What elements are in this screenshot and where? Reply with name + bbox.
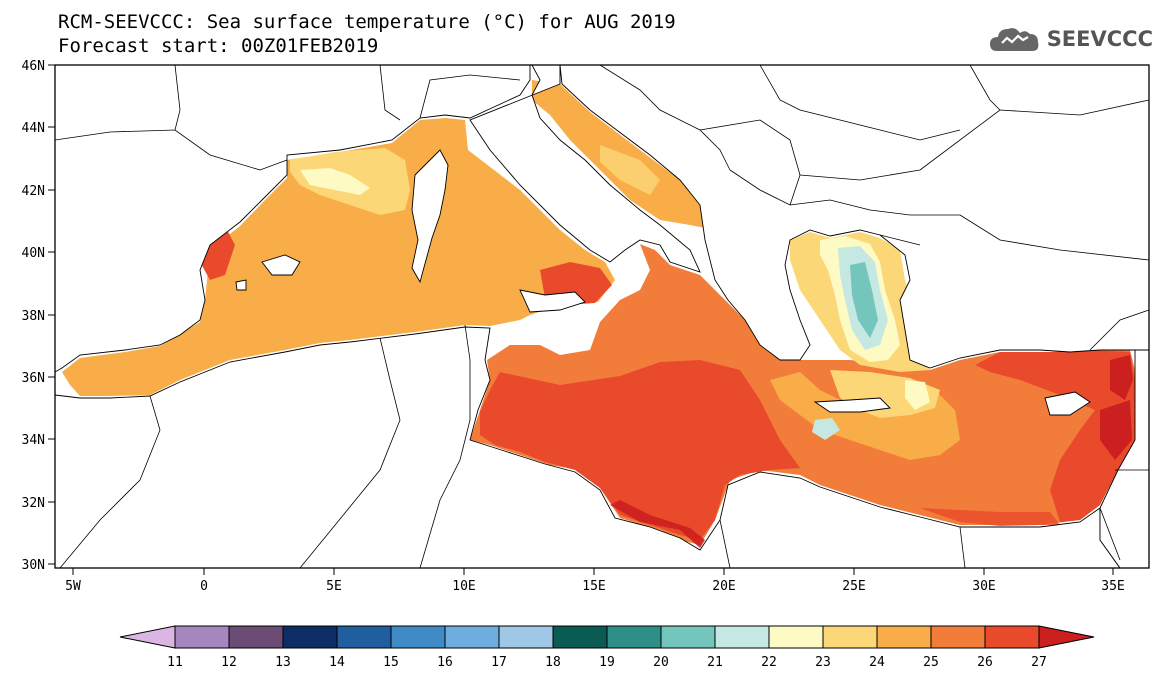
lat-label: 32N <box>22 496 45 511</box>
lon-label: 0 <box>200 579 208 594</box>
lon-label: 25E <box>842 579 865 594</box>
colorbar-label: 22 <box>761 655 777 670</box>
land-levant <box>1099 349 1149 568</box>
land-crete <box>813 397 891 413</box>
map-title: RCM-SEEVCCC: Sea surface temperature (°C… <box>58 11 676 33</box>
land-ibiza <box>235 279 247 291</box>
lat-label: 40N <box>22 246 45 261</box>
lon-label: 15E <box>582 579 605 594</box>
colorbar-swatch <box>714 625 770 649</box>
colorbar-label: 21 <box>707 655 723 670</box>
land-cyprus <box>1044 391 1091 416</box>
colorbar-swatch <box>282 625 338 649</box>
colorbar-swatch <box>606 625 662 649</box>
land-mask <box>55 65 1149 568</box>
lat-ticks <box>48 64 55 565</box>
colorbar-swatch <box>984 625 1040 649</box>
colorbar-swatch <box>390 625 446 649</box>
lon-ticks <box>72 568 1114 575</box>
logo-text: SEEVCCC <box>1046 27 1153 51</box>
lat-label: 46N <box>22 59 45 74</box>
sea-hot <box>200 226 1135 548</box>
lat-label: 30N <box>22 558 45 573</box>
land-balkans-turkey <box>559 65 1149 369</box>
colorbar-labels: 11 12 13 14 15 16 17 18 19 20 21 22 23 24 25 26 27 <box>167 655 1047 670</box>
colorbar-label: 16 <box>437 655 453 670</box>
lon-label: 20E <box>712 579 735 594</box>
land-sicily <box>519 289 586 313</box>
colorbar-swatch <box>444 625 500 649</box>
colorbar-label: 18 <box>545 655 561 670</box>
lon-labels: 5W 0 5E 10E 15E 20E 25E 30E 35E <box>65 579 1125 594</box>
lat-label: 44N <box>22 121 45 136</box>
land-iberia-france <box>55 65 531 373</box>
colorbar-label: 17 <box>491 655 507 670</box>
colorbar-swatch <box>930 625 986 649</box>
colorbar-arrow-low <box>119 625 176 649</box>
land-north-africa <box>55 326 1121 568</box>
colorbar-label: 13 <box>275 655 291 670</box>
lat-label: 34N <box>22 433 45 448</box>
colorbar-swatch <box>174 625 230 649</box>
colorbar-label: 24 <box>869 655 885 670</box>
colorbar-swatch <box>660 625 716 649</box>
country-borders <box>55 65 1149 568</box>
sst-field <box>62 80 1135 548</box>
land-corsica-sardinia <box>411 149 449 284</box>
lon-label: 35E <box>1101 579 1124 594</box>
colorbar-swatch <box>876 625 932 649</box>
cloud-icon <box>989 28 1039 51</box>
sea-aegean <box>820 236 900 362</box>
colorbar-label: 19 <box>599 655 615 670</box>
lon-label: 5W <box>65 579 81 594</box>
lat-label: 36N <box>22 371 45 386</box>
colorbar-label: 20 <box>653 655 669 670</box>
lon-label: 30E <box>972 579 995 594</box>
seevccc-logo: SEEVCCC <box>989 24 1153 54</box>
colorbar-swatch <box>498 625 554 649</box>
lat-label: 38N <box>22 309 45 324</box>
map-frame <box>54 64 1150 569</box>
lon-label: 5E <box>326 579 342 594</box>
colorbar-label: 27 <box>1031 655 1047 670</box>
map-subtitle: Forecast start: 00Z01FEB2019 <box>58 35 379 57</box>
lon-label: 10E <box>452 579 475 594</box>
colorbar-label: 12 <box>221 655 237 670</box>
lat-labels: 46N 44N 42N 40N 38N 36N 34N 32N 30N <box>22 59 45 573</box>
colorbar-swatch <box>336 625 392 649</box>
colorbar <box>119 625 1095 649</box>
colorbar-label: 26 <box>977 655 993 670</box>
colorbar-label: 25 <box>923 655 939 670</box>
colorbar-label: 15 <box>383 655 399 670</box>
colorbar-arrow-high <box>1038 625 1095 649</box>
colorbar-swatch <box>552 625 608 649</box>
land-italy <box>469 65 701 273</box>
colorbar-swatch <box>228 625 284 649</box>
colorbar-label: 11 <box>167 655 183 670</box>
colorbar-label: 14 <box>329 655 345 670</box>
land-mallorca <box>261 254 301 276</box>
lat-label: 42N <box>22 184 45 199</box>
colorbar-label: 23 <box>815 655 831 670</box>
colorbar-swatch <box>768 625 824 649</box>
colorbar-swatch <box>822 625 878 649</box>
